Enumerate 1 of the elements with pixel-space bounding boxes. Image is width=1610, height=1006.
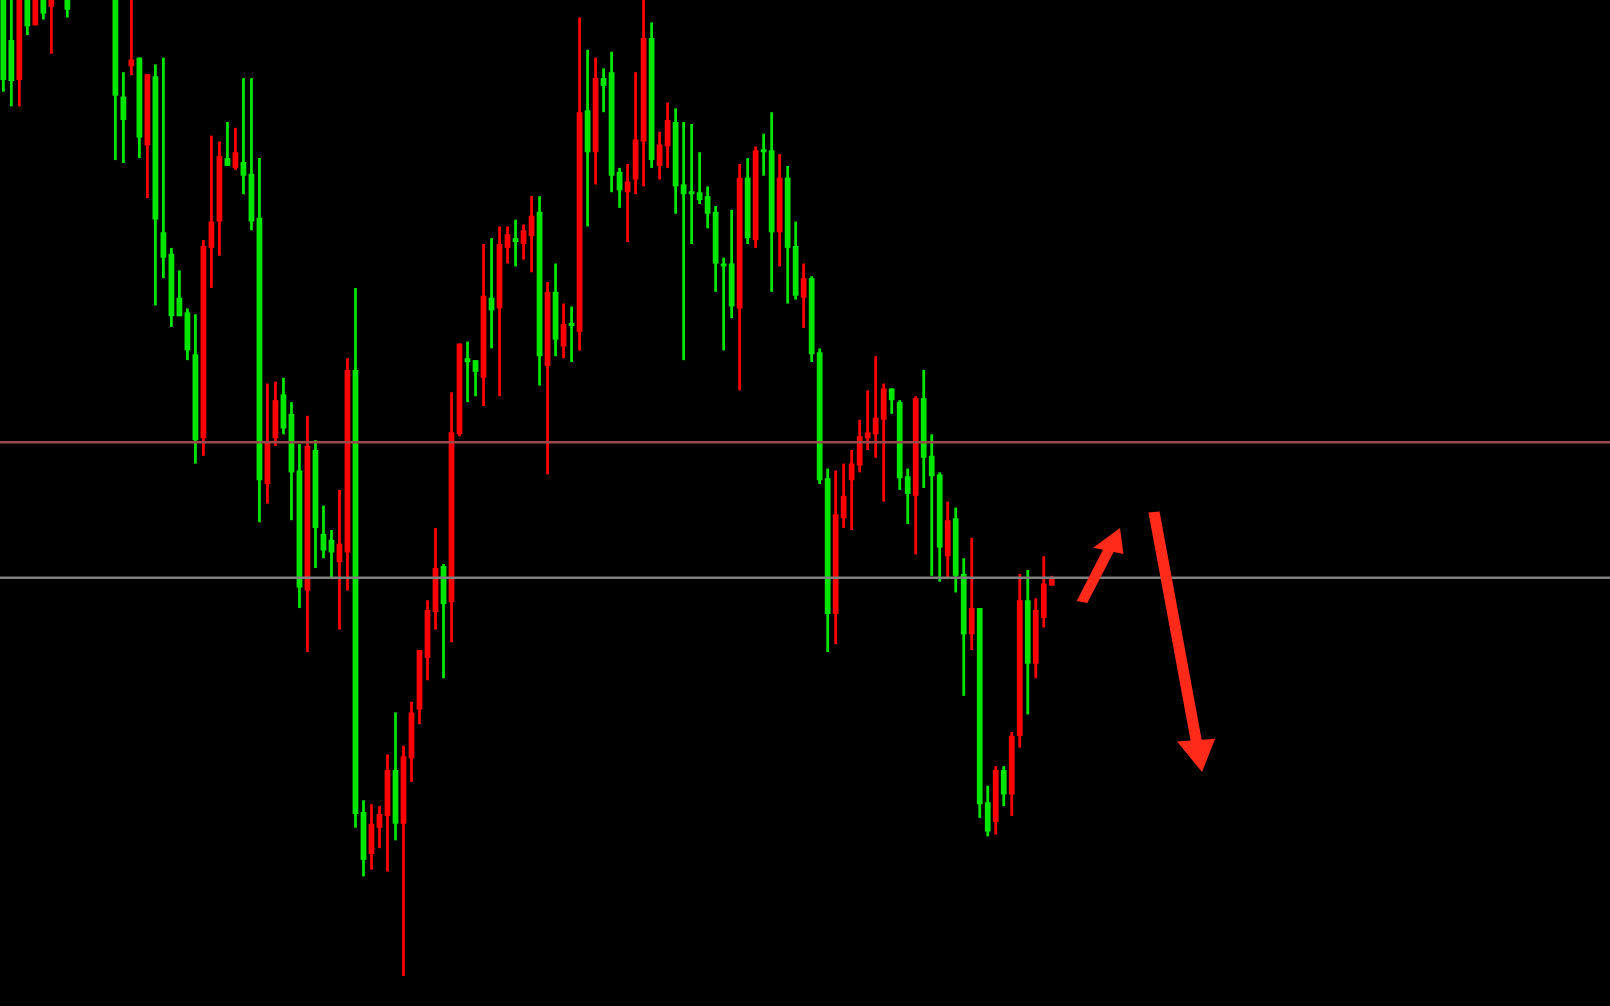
candlestick	[32, 0, 39, 27]
